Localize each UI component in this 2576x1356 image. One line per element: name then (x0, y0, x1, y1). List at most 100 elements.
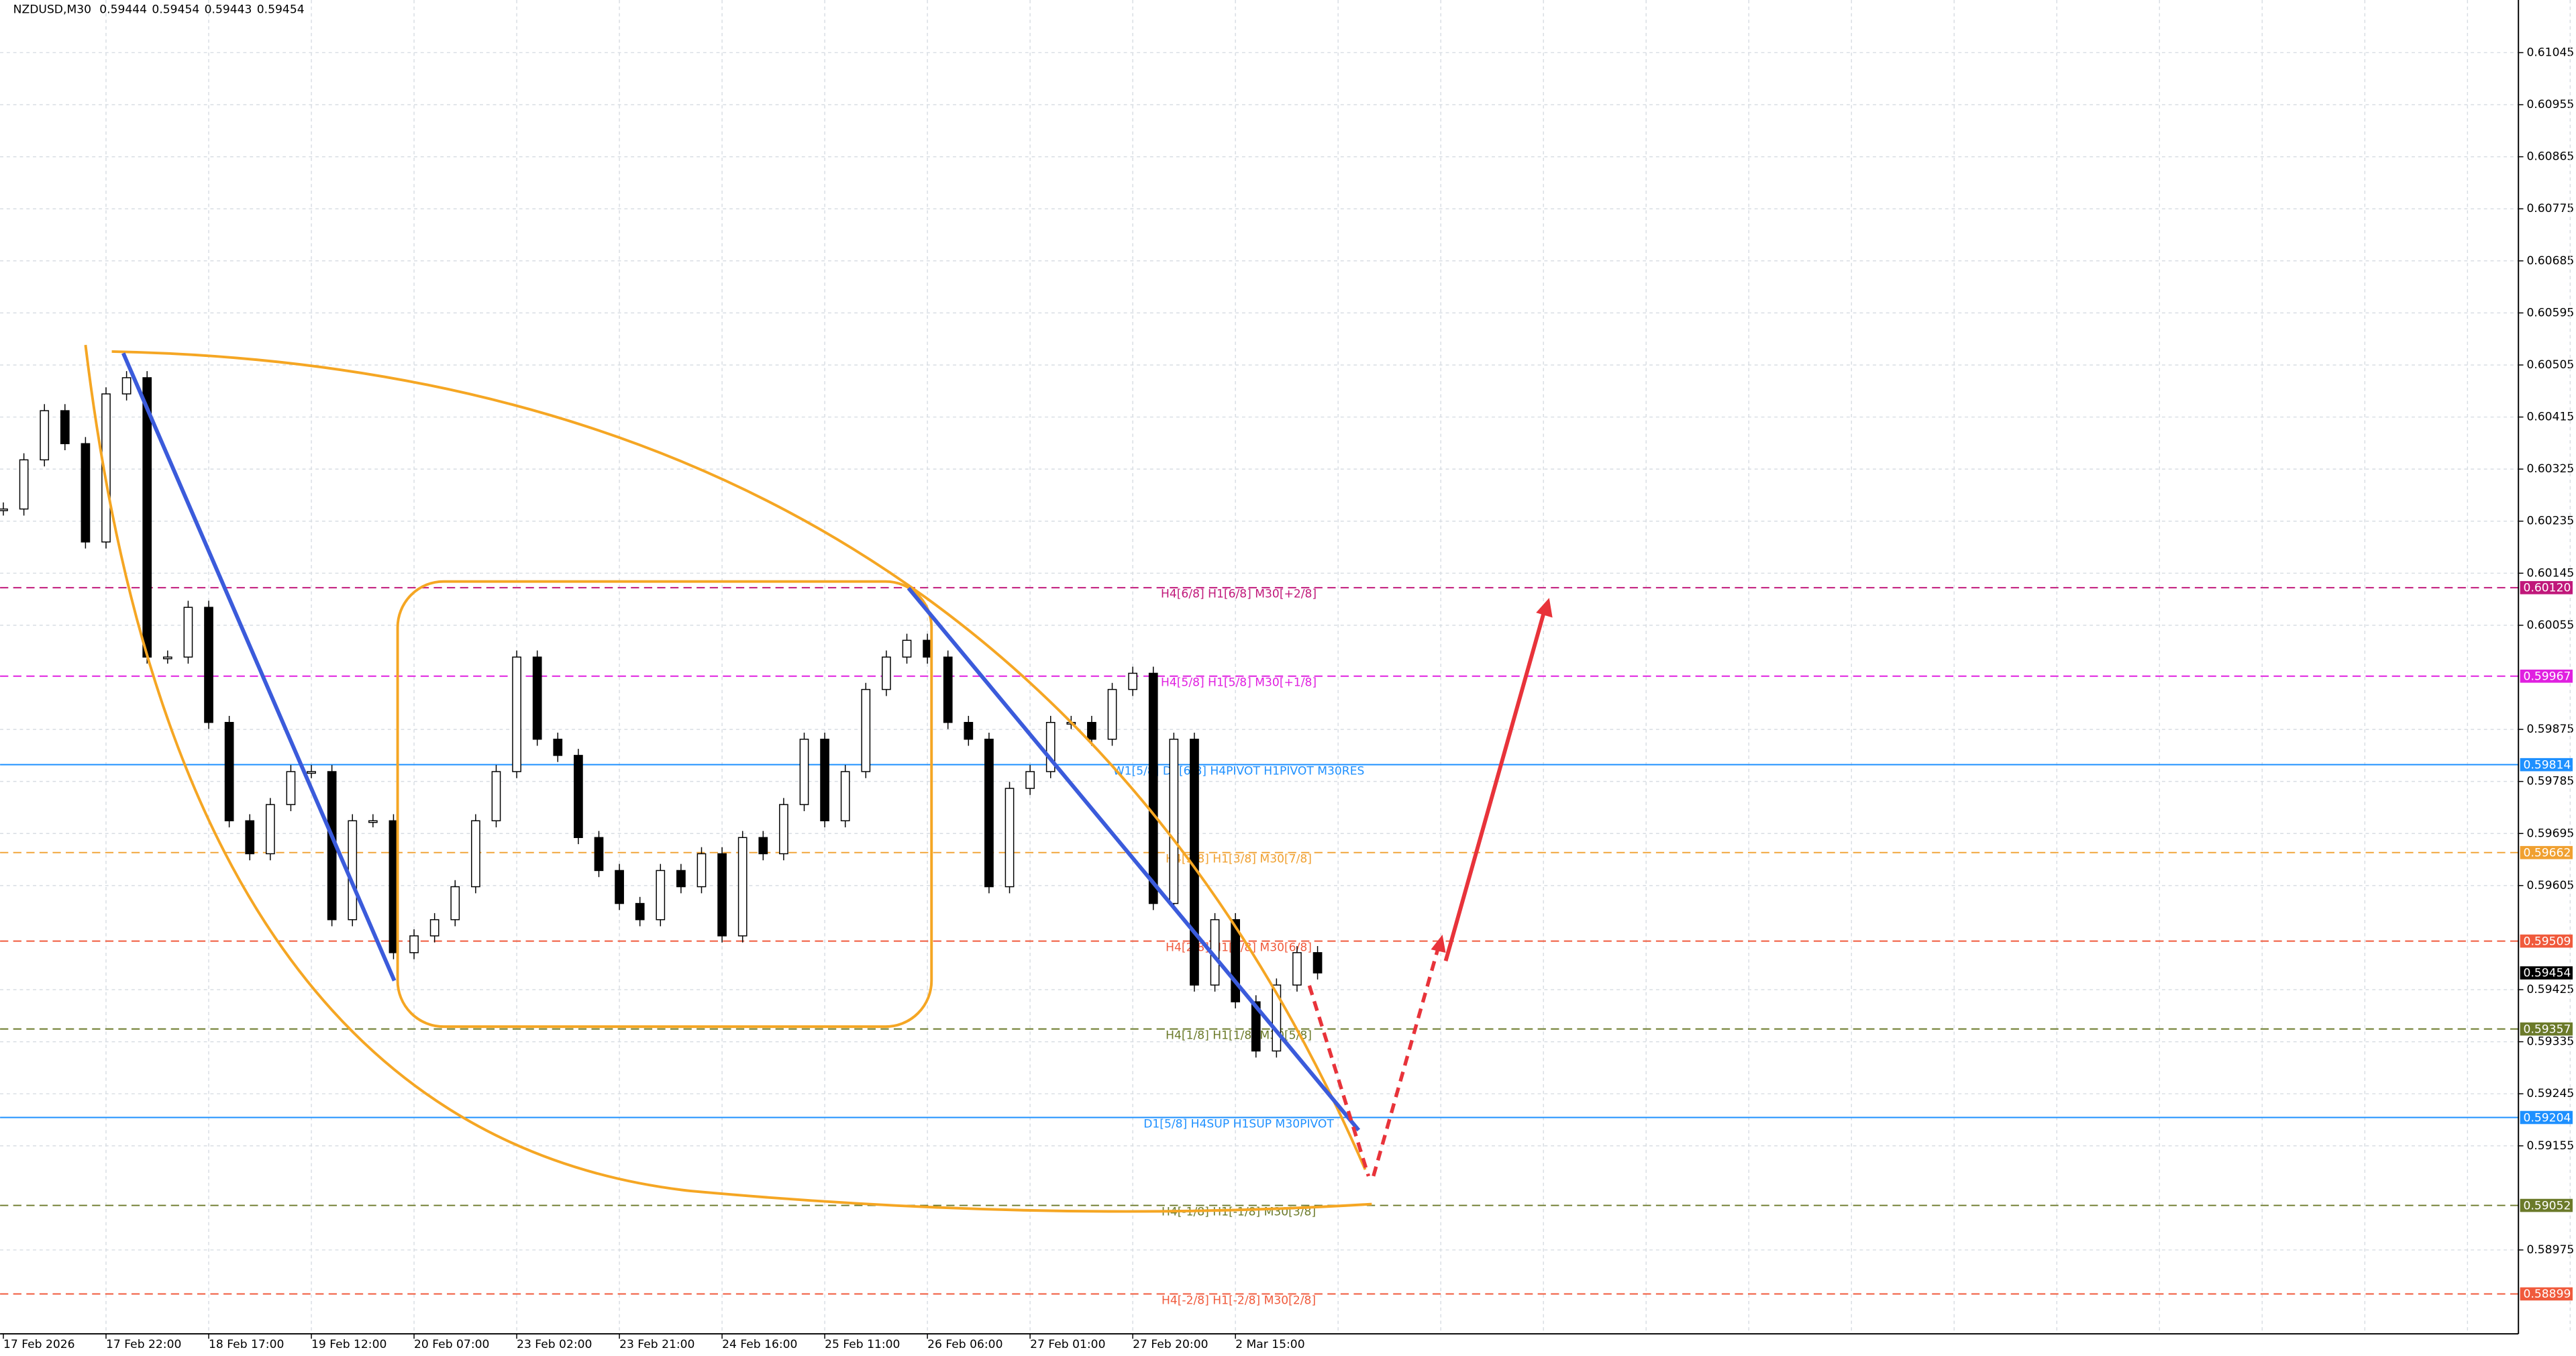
candle (121, 377, 132, 395)
price-tag-label: 0.59454 (2524, 967, 2571, 980)
price-tag-label: 0.59204 (2524, 1111, 2571, 1125)
candle (1312, 952, 1323, 974)
candle (60, 410, 70, 444)
symbol: NZDUSD,M30 (13, 3, 91, 17)
y-tick-label: 0.59785 (2526, 775, 2574, 788)
candle (224, 721, 234, 822)
candle (574, 755, 583, 839)
y-tick-label: 0.59875 (2526, 723, 2574, 736)
x-tick-label: 17 Feb 22:00 (106, 1338, 181, 1351)
price-tag-label: 0.59509 (2524, 935, 2571, 948)
red-dashed-arrow (1372, 943, 1441, 1177)
x-tick-label: 20 Feb 07:00 (414, 1338, 489, 1351)
candle (286, 771, 296, 805)
x-tick-label: 17 Feb 2026 (3, 1338, 75, 1351)
x-tick-label: 2 Mar 15:00 (1235, 1338, 1304, 1351)
candle (348, 820, 358, 921)
candle (450, 886, 460, 921)
candle (840, 771, 850, 822)
candle (656, 870, 666, 921)
high: 0.59454 (152, 3, 199, 17)
y-tick-label: 0.59155 (2526, 1139, 2574, 1153)
price-tag-label: 0.59662 (2524, 846, 2571, 859)
y-tick-label: 0.59245 (2526, 1087, 2574, 1100)
y-tick-label: 0.59425 (2526, 983, 2574, 996)
y-tick-label: 0.59335 (2526, 1035, 2574, 1049)
price-tag-label: 0.58899 (2524, 1288, 2571, 1301)
candle (676, 870, 686, 888)
candle (737, 837, 748, 937)
price-tag-label: 0.59357 (2524, 1023, 2571, 1036)
y-tick-label: 0.60595 (2526, 306, 2574, 319)
price-tag (2520, 934, 2573, 948)
candles (0, 371, 1323, 1058)
candle (162, 656, 172, 660)
x-tick-label: 18 Feb 17:00 (209, 1338, 284, 1351)
candle (471, 820, 480, 888)
level-label: H4[5/8] H1[5/8] M30[+1/8] (1161, 676, 1317, 690)
level-label: H4[3/8] H1[3/8] M30[7/8] (1166, 852, 1312, 866)
y-tick-label: 0.60865 (2526, 150, 2574, 164)
candle (81, 443, 91, 543)
y-tick-label: 0.60685 (2526, 254, 2574, 268)
candle (1087, 721, 1096, 740)
candle (512, 656, 521, 772)
y-tick-label: 0.60505 (2526, 358, 2574, 372)
level-label: H4[1/8] H1[1/8] M30[5/8] (1166, 1029, 1312, 1042)
candle (368, 820, 378, 823)
arrow-head (1536, 598, 1553, 618)
candle (19, 459, 29, 510)
x-tick-label: 23 Feb 21:00 (619, 1338, 694, 1351)
price-tag (2520, 758, 2573, 772)
levels: H4[6/8] H1[6/8] M30[+2/8] H4[5/8] H1[5/8]… (0, 586, 2519, 1307)
price-tag (2520, 966, 2573, 980)
y-tick-label: 0.59695 (2526, 827, 2574, 840)
arrow-head (1431, 935, 1446, 953)
y-tick-label: 0.59605 (2526, 879, 2574, 892)
orange-box (396, 580, 933, 1029)
candle (409, 935, 419, 953)
y-tick-label: 0.58975 (2526, 1243, 2574, 1257)
candle (943, 656, 953, 723)
price-tag-label: 0.59967 (2524, 670, 2571, 684)
candle (183, 607, 193, 658)
level-label: H4[6/8] H1[6/8] M30[+2/8] (1161, 588, 1317, 601)
price-tag (2520, 1110, 2573, 1125)
x-tick-label: 23 Feb 02:00 (517, 1338, 592, 1351)
y-tick-label: 0.60955 (2526, 98, 2574, 111)
y-tick-label: 0.60775 (2526, 202, 2574, 215)
close: 0.59454 (257, 3, 305, 17)
candle (1292, 952, 1302, 986)
candle (245, 820, 255, 855)
y-tick-label: 0.60325 (2526, 462, 2574, 476)
candle (820, 738, 829, 822)
candle (861, 688, 871, 772)
candle (204, 607, 213, 723)
y-tick-label: 0.60145 (2526, 566, 2574, 580)
drawings (84, 344, 1553, 1213)
orange-arc (111, 350, 1367, 1170)
y-tick-label: 0.61045 (2526, 46, 2574, 59)
header: NZDUSD,M30 0.59444 0.59454 0.59443 0.59454 (13, 3, 305, 17)
candle (594, 837, 604, 872)
price-tag (2520, 1198, 2573, 1212)
candle (779, 804, 788, 855)
candle (553, 738, 563, 756)
x-tick-label: 24 Feb 16:00 (722, 1338, 797, 1351)
x-tick-label: 19 Feb 12:00 (311, 1338, 387, 1351)
y-tick-label: 0.60235 (2526, 515, 2574, 528)
candle (1107, 688, 1117, 740)
candle (491, 771, 501, 822)
candle (758, 837, 768, 855)
x-tick-label: 25 Feb 11:00 (825, 1338, 900, 1351)
candle (964, 721, 974, 740)
candle (0, 508, 8, 511)
x-tick-label: 26 Feb 06:00 (927, 1338, 1002, 1351)
y-tick-label: 0.60415 (2526, 411, 2574, 424)
candle (265, 804, 275, 855)
price-tag (2520, 845, 2573, 859)
candle (1251, 1001, 1261, 1052)
